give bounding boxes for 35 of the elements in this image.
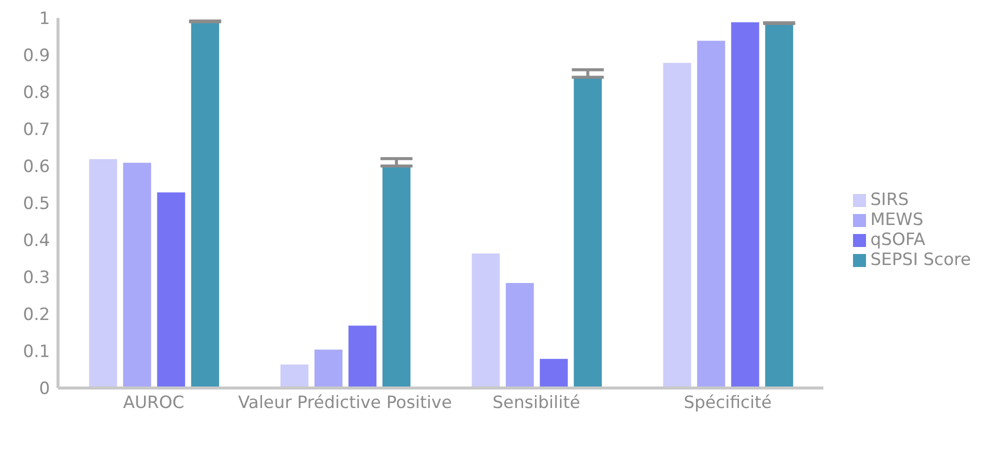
bar: [381, 166, 412, 388]
bar: [313, 348, 344, 388]
y-tick-label: 0.7: [22, 120, 50, 140]
y-tick-label: 0.8: [22, 83, 50, 104]
bar: [347, 324, 378, 388]
legend-label: MEWS: [870, 210, 924, 230]
bar: [572, 76, 603, 388]
x-tick-label: Valeur Prédictive Positive: [238, 393, 452, 414]
bar: [662, 62, 692, 388]
y-tick-label: 1: [39, 9, 50, 30]
y-tick-label: 0.5: [22, 194, 50, 214]
bar: [730, 21, 760, 388]
x-tick-label: AUROC: [123, 393, 184, 414]
legend-label: qSOFA: [870, 230, 926, 250]
y-tick-label: 0.6: [22, 157, 50, 178]
legend-label: SEPSI Score: [870, 250, 971, 270]
legend-label: SIRS: [870, 190, 909, 210]
bar: [88, 158, 118, 388]
bar: [504, 282, 535, 388]
bar: [156, 191, 186, 388]
y-tick-label: 0.3: [22, 268, 50, 288]
bar: [764, 23, 794, 388]
y-tick-label: 0.4: [22, 231, 50, 252]
x-tick-label: Spécificité: [684, 393, 772, 414]
y-tick-label: 0.9: [22, 46, 50, 66]
y-tick-label: 0.2: [22, 305, 50, 326]
bar: [470, 252, 501, 388]
bar: [279, 363, 310, 388]
bar: [122, 162, 152, 388]
y-tick-label: 0: [39, 379, 50, 400]
bar: [538, 358, 569, 388]
y-tick-label: 0.1: [22, 342, 50, 362]
x-tick-label: Sensibilité: [492, 393, 580, 414]
bar: [190, 21, 220, 388]
bar: [696, 40, 726, 388]
